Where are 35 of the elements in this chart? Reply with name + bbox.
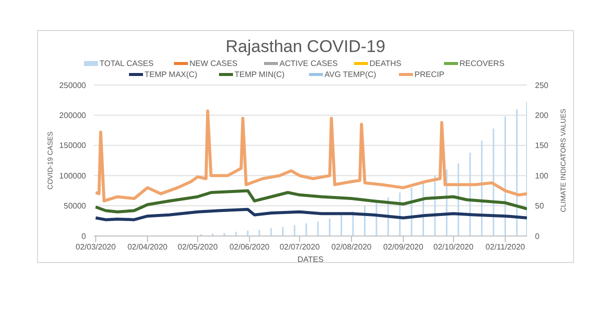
y2-tick-label: 100 (535, 171, 549, 180)
y-tick-label: 200000 (59, 111, 87, 120)
y-tick-label: 0 (82, 232, 87, 241)
x-tick-label: 02/06/2020 (229, 242, 270, 252)
x-axis-title: DATES (297, 255, 324, 264)
x-tick-label: 02/07/2020 (280, 242, 320, 252)
y2-tick-label: 50 (535, 202, 544, 211)
line-series (94, 109, 527, 202)
y2-tick-label: 250 (535, 80, 549, 90)
legend-label: TEMP MAX(C) (144, 70, 198, 79)
x-tick-label: 02/03/2020 (76, 242, 116, 252)
legend-label: NEW CASES (188, 59, 239, 68)
x-tick-label: 02/09/2020 (383, 242, 424, 252)
x-tick-label: 02/10/2020 (433, 242, 474, 252)
y2-tick-label: 0 (535, 232, 540, 241)
line-series (94, 189, 527, 214)
legend-label: DEATHS (368, 59, 402, 68)
x-tick-label: 02/11/2020 (486, 242, 526, 252)
y2-tick-label: 200 (535, 111, 549, 120)
legend-label: TOTAL CASES (98, 59, 155, 68)
x-tick-label: 02/08/2020 (331, 242, 372, 252)
y2-tick-label: 150 (535, 141, 549, 150)
y-tick-label: 250000 (59, 80, 87, 90)
y-tick-label: 50000 (64, 202, 87, 211)
y-tick-label: 150000 (59, 141, 87, 150)
x-tick-label: 02/04/2020 (127, 242, 168, 252)
chart-title: Rajasthan COVID-19 (224, 37, 386, 57)
legend-label: AVG TEMP(C) (324, 70, 378, 79)
y-tick-label: 100000 (59, 171, 87, 180)
legend-label: TEMP MIN(C) (234, 70, 286, 79)
line-series (94, 208, 527, 222)
legend-label: ACTIVE CASES (278, 59, 339, 68)
legend-label: PRECIP (414, 70, 446, 79)
x-tick-label: 02/05/2020 (178, 242, 218, 252)
legend-label: RECOVERS (458, 59, 506, 68)
